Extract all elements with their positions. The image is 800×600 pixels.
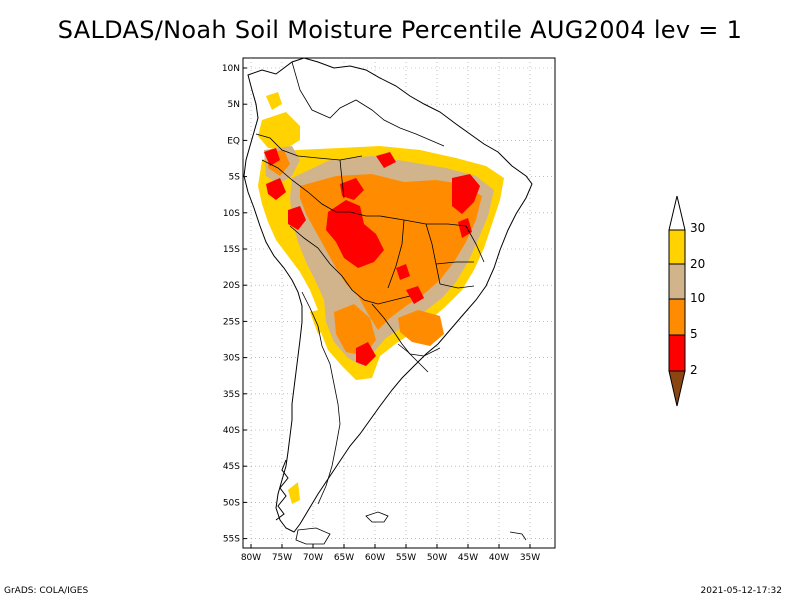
lon-label: 40W: [489, 553, 509, 563]
country-borders: [255, 61, 485, 505]
lat-label: 35S: [223, 390, 240, 400]
legend-swatch-10-20: [668, 263, 686, 300]
legend-colorbar: [668, 195, 686, 407]
longitude-labels: 80W 75W 70W 65W 60W 55W 50W 45W 40W 35W: [241, 544, 540, 563]
lat-label: 20S: [223, 281, 240, 291]
lat-label: 30S: [223, 354, 240, 364]
legend-swatch-below-2: [668, 370, 686, 407]
lon-label: 80W: [241, 553, 261, 563]
small-island: [509, 531, 527, 541]
falkland-islands: [365, 511, 389, 523]
legend-label: 20: [690, 257, 705, 271]
lon-label: 45W: [458, 553, 478, 563]
lat-label: 55S: [223, 535, 240, 545]
legend-label: 10: [690, 291, 705, 305]
lat-label: 15S: [223, 245, 240, 255]
chile-fjords: [275, 459, 289, 521]
percentile-shading: [258, 92, 504, 504]
lon-label: 60W: [365, 553, 385, 563]
legend-swatch-above-30: [668, 195, 686, 231]
legend-label: 30: [690, 221, 705, 235]
legend-labels: 30 20 10 5 2: [690, 221, 705, 377]
lat-label: 5S: [229, 173, 241, 183]
lat-label: 45S: [223, 462, 240, 472]
legend-swatch-2-5: [668, 334, 686, 372]
tierra-del-fuego: [295, 527, 331, 545]
lat-label: 5N: [228, 100, 240, 110]
footer-credit: GrADS: COLA/IGES: [4, 586, 89, 596]
map-title: SALDAS/Noah Soil Moisture Percentile AUG…: [57, 16, 743, 44]
legend-label: 2: [690, 363, 698, 377]
lat-label: 10N: [222, 64, 240, 74]
latitude-labels: 10N 5N EQ 5S 10S 15S 20S 25S 30S 35S 40S 45S 50S 55S: [222, 64, 247, 545]
legend-swatch-5-10: [668, 298, 686, 336]
lon-label: 65W: [334, 553, 354, 563]
footer-timestamp: 2021-05-12-17:32: [700, 586, 783, 596]
lon-label: 75W: [272, 553, 292, 563]
lat-label: 10S: [223, 209, 240, 219]
legend-swatch-20-30: [668, 229, 686, 265]
legend-label: 5: [690, 327, 698, 341]
lon-label: 50W: [427, 553, 447, 563]
lat-label: 25S: [223, 317, 240, 327]
lon-label: 55W: [396, 553, 416, 563]
lat-label: EQ: [227, 136, 240, 146]
lon-label: 70W: [303, 553, 323, 563]
lat-label: 40S: [223, 426, 240, 436]
lon-label: 35W: [520, 553, 540, 563]
lat-label: 50S: [223, 498, 240, 508]
